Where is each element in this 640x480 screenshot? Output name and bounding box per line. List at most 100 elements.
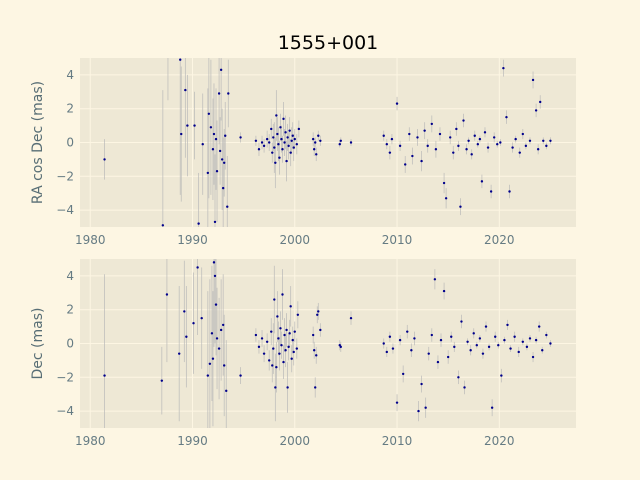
data-point	[272, 136, 275, 139]
data-point	[209, 126, 213, 129]
data-point	[536, 148, 540, 151]
data-point	[214, 303, 218, 306]
data-point	[473, 134, 476, 137]
data-point	[288, 332, 291, 335]
data-point	[449, 136, 452, 139]
data-point	[280, 137, 283, 141]
data-point	[416, 136, 419, 139]
data-point	[262, 144, 266, 148]
data-point	[262, 352, 266, 355]
data-point	[293, 330, 296, 333]
data-point	[467, 139, 470, 143]
data-point	[506, 323, 509, 327]
data-point	[478, 137, 482, 141]
data-point	[442, 181, 446, 185]
data-point	[497, 343, 500, 347]
data-point	[459, 205, 462, 208]
data-point	[549, 342, 552, 345]
data-point	[427, 352, 430, 355]
data-point	[291, 338, 294, 342]
data-point	[545, 333, 548, 337]
data-point	[286, 136, 289, 139]
data-point	[316, 313, 319, 316]
data-point	[460, 320, 463, 323]
data-point	[270, 127, 273, 131]
data-point	[401, 372, 405, 376]
data-point	[470, 153, 473, 156]
data-point	[382, 342, 385, 345]
data-point	[494, 335, 497, 338]
data-point	[180, 132, 183, 136]
data-point	[184, 88, 187, 92]
data-point	[183, 310, 186, 313]
data-point	[276, 132, 279, 136]
data-point	[487, 345, 491, 349]
data-point	[286, 386, 289, 389]
data-point	[283, 141, 286, 144]
data-point	[290, 357, 293, 360]
x-tick-label: 1980	[75, 233, 106, 247]
data-point	[338, 142, 341, 146]
data-point	[179, 58, 182, 61]
data-layer	[103, 58, 552, 227]
data-point	[503, 338, 506, 342]
y-tick-label: 4	[66, 269, 74, 283]
data-point	[349, 316, 353, 320]
data-point	[534, 109, 538, 112]
data-point	[211, 357, 215, 360]
data-point	[221, 323, 225, 327]
data-point	[531, 355, 535, 359]
data-point	[518, 151, 521, 154]
data-point	[314, 141, 317, 144]
data-point	[450, 335, 453, 338]
data-point	[226, 205, 229, 208]
data-point	[539, 100, 542, 104]
data-point	[481, 352, 485, 355]
data-point	[500, 374, 503, 377]
data-point	[486, 146, 490, 149]
data-point	[391, 347, 395, 350]
data-point	[284, 131, 287, 134]
data-point	[278, 352, 281, 355]
data-point	[496, 142, 499, 146]
x-tick-label: 1990	[177, 233, 208, 247]
data-point	[270, 330, 273, 333]
data-point	[284, 349, 287, 352]
data-point	[513, 335, 516, 338]
data-point	[480, 180, 484, 183]
data-point	[466, 340, 469, 344]
data-point	[276, 315, 279, 318]
data-point	[314, 386, 317, 389]
data-point	[280, 343, 283, 347]
data-point	[420, 159, 423, 163]
data-point	[442, 289, 446, 293]
data-point	[275, 114, 278, 117]
data-point	[222, 364, 226, 367]
data-point	[224, 134, 227, 137]
data-point	[423, 129, 426, 132]
data-point	[426, 144, 429, 148]
data-point	[439, 338, 443, 342]
data-point	[239, 374, 242, 377]
data-point	[455, 127, 458, 131]
data-point	[211, 148, 215, 151]
data-point	[395, 102, 399, 105]
data-point	[279, 126, 282, 129]
data-point	[408, 132, 411, 136]
data-point	[490, 406, 494, 409]
data-point	[288, 129, 291, 132]
data-point	[390, 137, 394, 141]
data-point	[274, 386, 277, 389]
data-point	[260, 141, 264, 144]
data-point	[281, 148, 284, 151]
data-point	[200, 316, 203, 320]
data-point	[161, 224, 165, 227]
data-point	[385, 350, 389, 354]
y-tick-label: −2	[56, 169, 74, 183]
data-point	[411, 154, 414, 158]
data-point	[293, 137, 296, 141]
data-point	[395, 401, 399, 404]
data-point	[528, 139, 532, 143]
data-point	[277, 337, 280, 340]
